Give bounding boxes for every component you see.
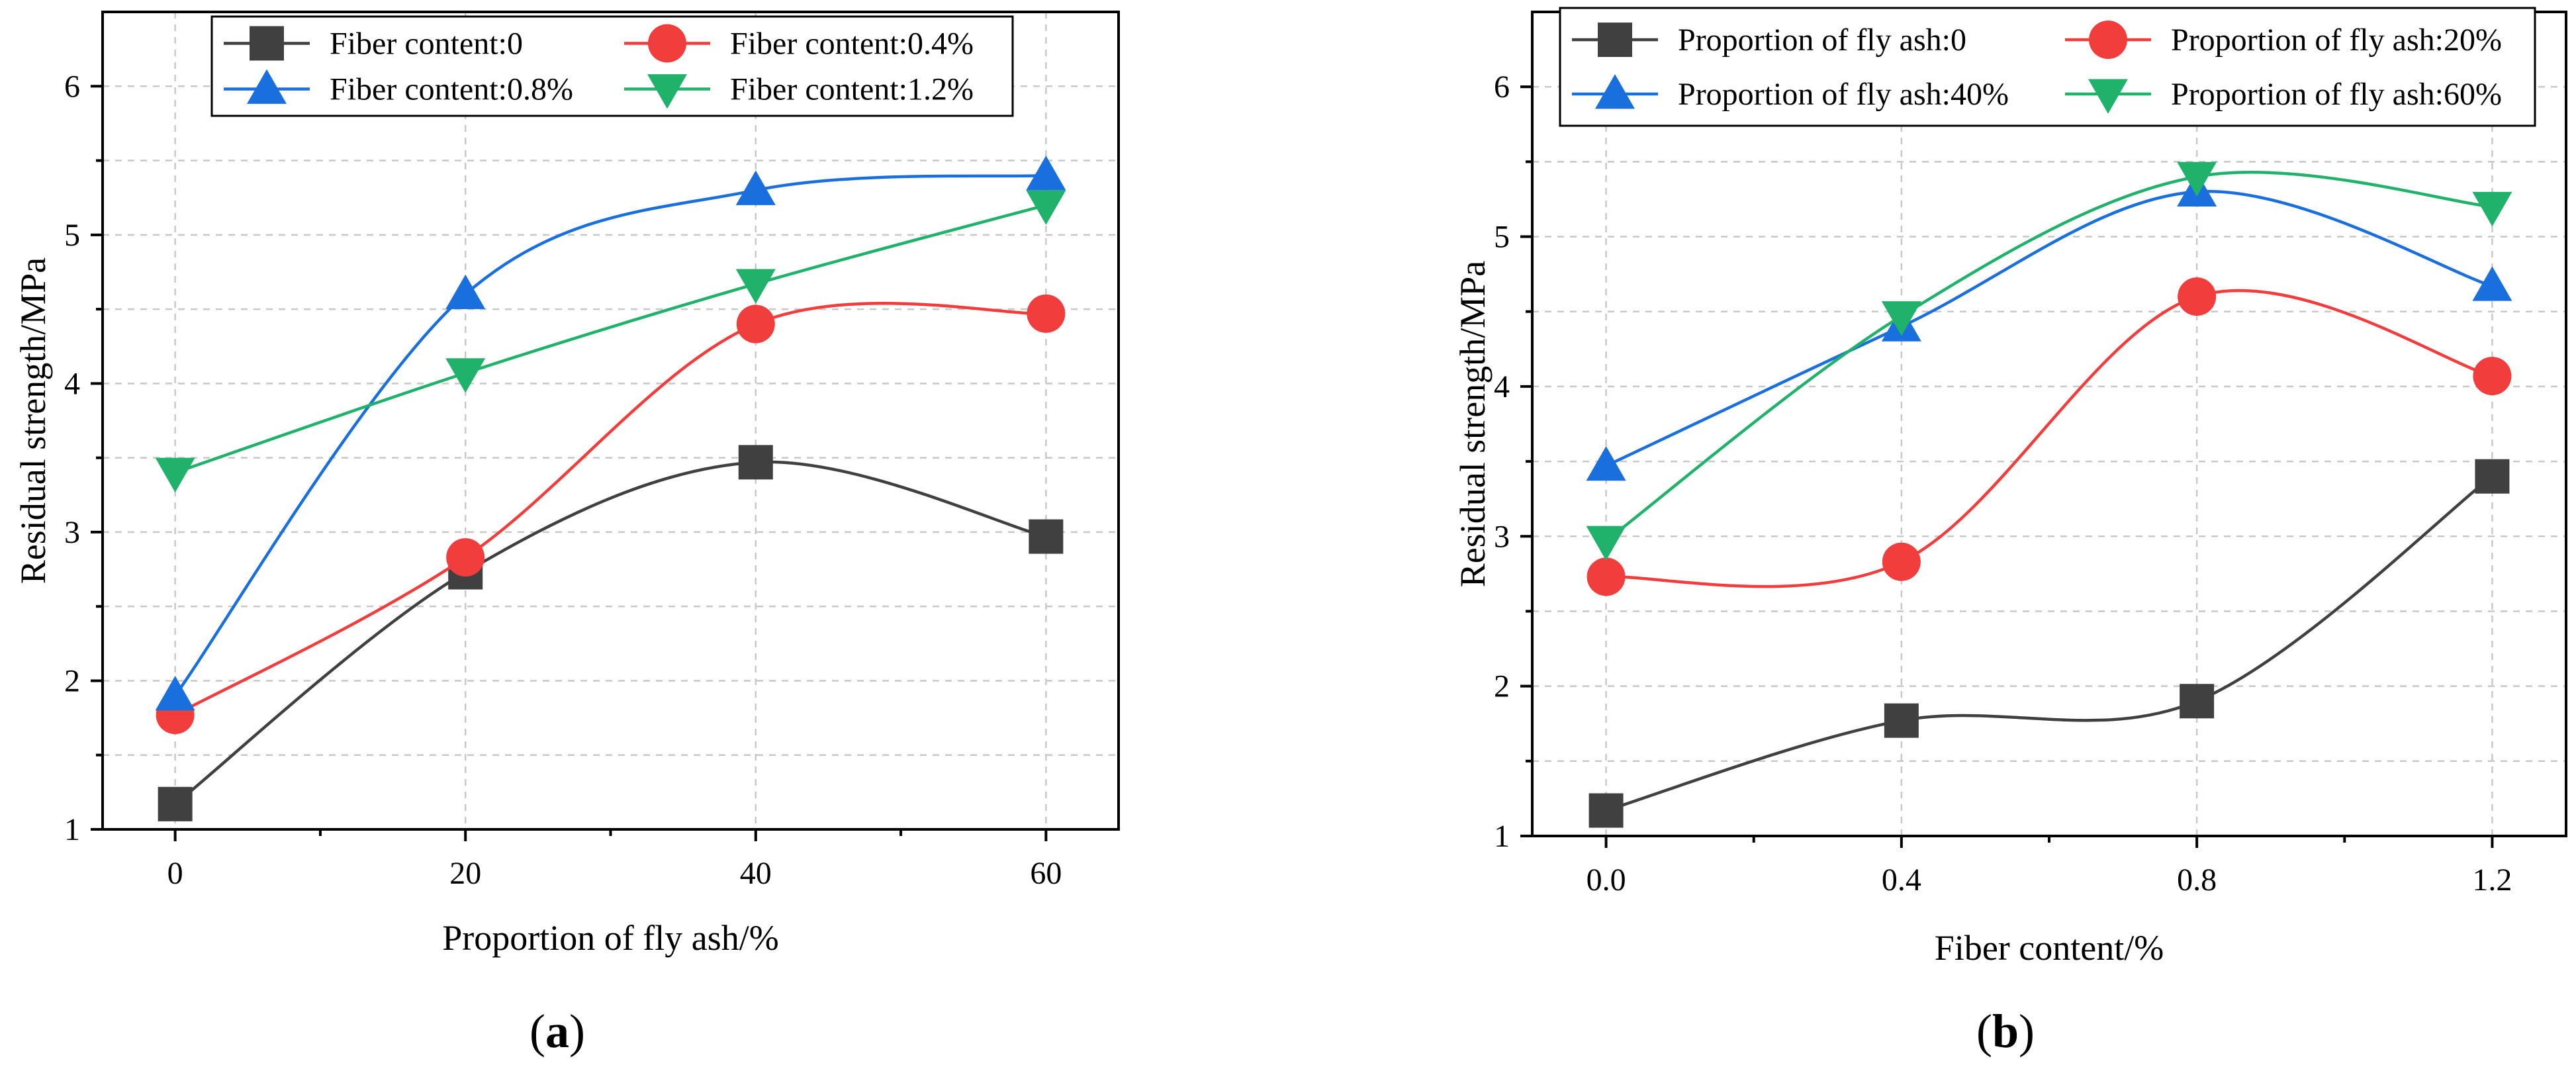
- data-point-marker: [738, 445, 773, 480]
- legend-swatch-marker: [1595, 74, 1635, 109]
- x-axis-title-b: Fiber content/%: [1935, 928, 2164, 968]
- data-point-marker: [1586, 526, 1626, 561]
- data-point-marker: [1026, 190, 1066, 225]
- data-point-marker: [2177, 162, 2217, 197]
- x-tick-label: 0.0: [1587, 862, 1626, 898]
- legend-b: Proportion of fly ash:0 Proportion of fly…: [1559, 7, 2536, 127]
- data-point-marker: [735, 170, 776, 205]
- data-point-marker: [2180, 684, 2215, 719]
- legend-box: [210, 15, 1014, 117]
- panel-label-a: (a): [529, 1005, 585, 1058]
- data-point-marker: [1881, 301, 1921, 336]
- data-point-marker: [2473, 357, 2512, 396]
- x-axis-title-a: Proportion of fly ash/%: [442, 918, 778, 958]
- data-point-marker: [735, 269, 776, 304]
- axis-ticks-b: 1 2 3 4 5 6 0.0 0.4 0.8 1.2: [1494, 69, 2512, 898]
- legend-swatch-marker: [247, 69, 287, 104]
- panel-label-a-open: (: [529, 1005, 545, 1058]
- legend-entry-label: Fiber content:0.4%: [730, 26, 974, 62]
- x-tick-label: 1.2: [2472, 862, 2512, 898]
- series-line-3: [1605, 171, 2493, 542]
- legend-entry-label: Fiber content:1.2%: [730, 72, 974, 107]
- legend-swatch-marker: [2089, 21, 2127, 60]
- legend-entry-label: Proportion of fly ash:20%: [2171, 23, 2502, 58]
- legend-entry-label: Proportion of fly ash:0: [1678, 23, 1966, 58]
- legend-swatch-marker: [250, 26, 284, 61]
- y-tick-label: 3: [64, 515, 80, 550]
- x-tick-label: 60: [1030, 856, 1062, 891]
- data-point-marker: [1027, 294, 1066, 333]
- data-point-marker: [2475, 459, 2510, 494]
- data-point-marker: [2472, 191, 2512, 227]
- data-point-marker: [736, 304, 775, 344]
- data-point-marker: [158, 786, 193, 821]
- data-point-marker: [446, 538, 485, 577]
- y-tick-label: 3: [1494, 519, 1510, 554]
- legend-swatch-marker: [1598, 23, 1632, 58]
- y-tick-label: 4: [1494, 369, 1510, 404]
- data-point-marker: [2178, 277, 2217, 316]
- legend-box: [1559, 7, 2536, 127]
- legend-entry-label: Proportion of fly ash:40%: [1678, 77, 2009, 112]
- series-line-1: [174, 302, 1046, 717]
- series-line-3: [174, 203, 1046, 475]
- x-tick-label: 0: [167, 856, 183, 891]
- legend-entry-label: Fiber content:0: [330, 26, 523, 62]
- series-line-0: [174, 460, 1046, 806]
- data-point-marker: [1882, 542, 1921, 581]
- data-point-marker: [445, 274, 486, 310]
- panel-label-b-close: ): [2019, 1005, 2035, 1058]
- chart-panel-b: 1 2 3 4 5 6 0.0 0.4 0.8 1.2 Fiber content/% Resid…: [1453, 7, 2567, 1058]
- y-tick-label: 4: [64, 366, 80, 401]
- x-tick-label: 20: [449, 856, 481, 891]
- y-tick-label: 6: [1494, 69, 1510, 105]
- data-point-marker: [1029, 519, 1064, 554]
- legend-swatch-marker: [647, 74, 687, 109]
- panel-label-a-letter: a: [545, 1005, 569, 1058]
- series-line-2: [173, 173, 1046, 697]
- legend-entry-label: Proportion of fly ash:60%: [2171, 77, 2502, 112]
- data-point-marker: [1884, 703, 1919, 738]
- y-axis-title-a: Residual strength/MPa: [13, 257, 53, 584]
- series-line-1: [1606, 289, 2493, 588]
- y-tick-label: 1: [1494, 819, 1510, 854]
- y-tick-label: 5: [1494, 220, 1510, 255]
- x-tick-label: 0.8: [2177, 862, 2217, 898]
- legend-a: Fiber content:0 Fiber content:0.4% Fiber c…: [210, 15, 1014, 117]
- legend-entry-label: Fiber content:0.8%: [330, 72, 573, 107]
- y-tick-label: 2: [1494, 669, 1510, 704]
- data-point-marker: [1586, 445, 1626, 481]
- series-line-0: [1605, 475, 2493, 812]
- legend-swatch-marker: [648, 24, 686, 63]
- data-point-marker: [2472, 266, 2512, 301]
- x-tick-label: 40: [740, 856, 772, 891]
- data-point-marker: [1588, 793, 1624, 828]
- data-point-marker: [155, 457, 195, 492]
- panel-label-a-close: ): [569, 1005, 585, 1058]
- series-line-2: [1605, 189, 2493, 467]
- panel-label-b-letter: b: [1992, 1005, 2019, 1058]
- panel-label-b-open: (: [1976, 1005, 1992, 1058]
- y-tick-label: 1: [64, 812, 80, 847]
- data-point-marker: [1026, 156, 1066, 191]
- series-group-b: [1586, 162, 2512, 828]
- panel-label-b: (b): [1976, 1005, 2035, 1058]
- grid-a: [103, 12, 1119, 829]
- data-point-marker: [155, 676, 195, 711]
- x-tick-label: 0.4: [1882, 862, 1921, 898]
- data-point-marker: [1587, 557, 1626, 596]
- plot-frame-a: [101, 11, 1120, 831]
- legend-swatch-marker: [2088, 79, 2128, 114]
- data-point-marker: [445, 358, 486, 393]
- y-tick-label: 5: [64, 218, 80, 253]
- y-tick-label: 6: [64, 69, 80, 104]
- y-axis-title-b: Residual strength/MPa: [1453, 261, 1493, 587]
- series-group-a: [155, 156, 1066, 821]
- y-tick-label: 2: [64, 663, 80, 698]
